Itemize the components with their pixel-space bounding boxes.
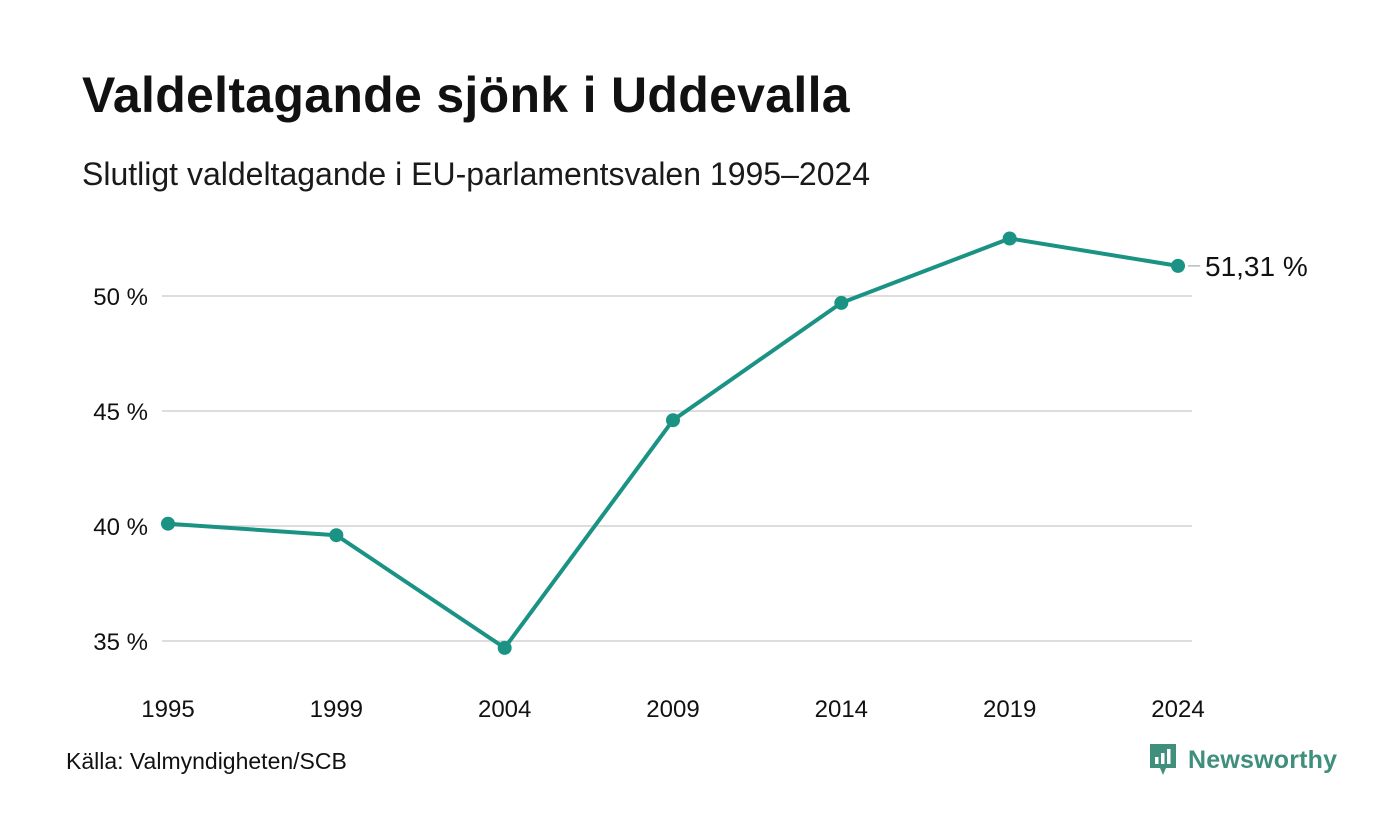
- series-line-group: [161, 231, 1185, 655]
- data-point: [834, 295, 849, 310]
- x-axis-tick-labels: 1995 1999 2004 2009 2014 2019 2024: [141, 696, 1204, 723]
- data-point: [497, 640, 512, 655]
- x-tick-label: 2014: [815, 696, 868, 723]
- gridlines: [162, 295, 1192, 642]
- x-tick-label: 2004: [478, 696, 531, 723]
- data-point: [1171, 258, 1185, 273]
- data-point: [161, 516, 175, 531]
- y-tick-label: 40 %: [93, 514, 148, 541]
- data-point: [666, 413, 680, 428]
- end-value-label: 51,31 %: [1205, 251, 1308, 282]
- y-tick-label: 50 %: [93, 284, 148, 311]
- y-axis-tick-labels: 35 % 40 % 45 % 50 %: [93, 284, 148, 656]
- x-tick-label: 1995: [141, 696, 194, 723]
- source-note: Källa: Valmyndigheten/SCB: [66, 748, 347, 774]
- newsworthy-logo-icon: [1150, 744, 1176, 775]
- data-point: [1002, 231, 1017, 246]
- x-tick-label: 2009: [646, 696, 699, 723]
- x-tick-label: 2019: [983, 696, 1036, 723]
- x-tick-label: 2024: [1151, 696, 1204, 723]
- y-tick-label: 35 %: [93, 629, 148, 656]
- brand-logo: Newsworthy: [1148, 742, 1337, 778]
- x-tick-label: 1999: [310, 696, 363, 723]
- data-point: [329, 528, 344, 543]
- series-line: [166, 236, 1180, 650]
- y-tick-label: 45 %: [93, 399, 148, 426]
- brand-name: Newsworthy: [1188, 745, 1338, 774]
- end-label-group: 51,31 %: [1188, 251, 1308, 282]
- chart-title: Valdeltagande sjönk i Uddevalla: [82, 67, 850, 123]
- chart-subtitle: Slutligt valdeltagande i EU-parlamentsva…: [82, 156, 871, 192]
